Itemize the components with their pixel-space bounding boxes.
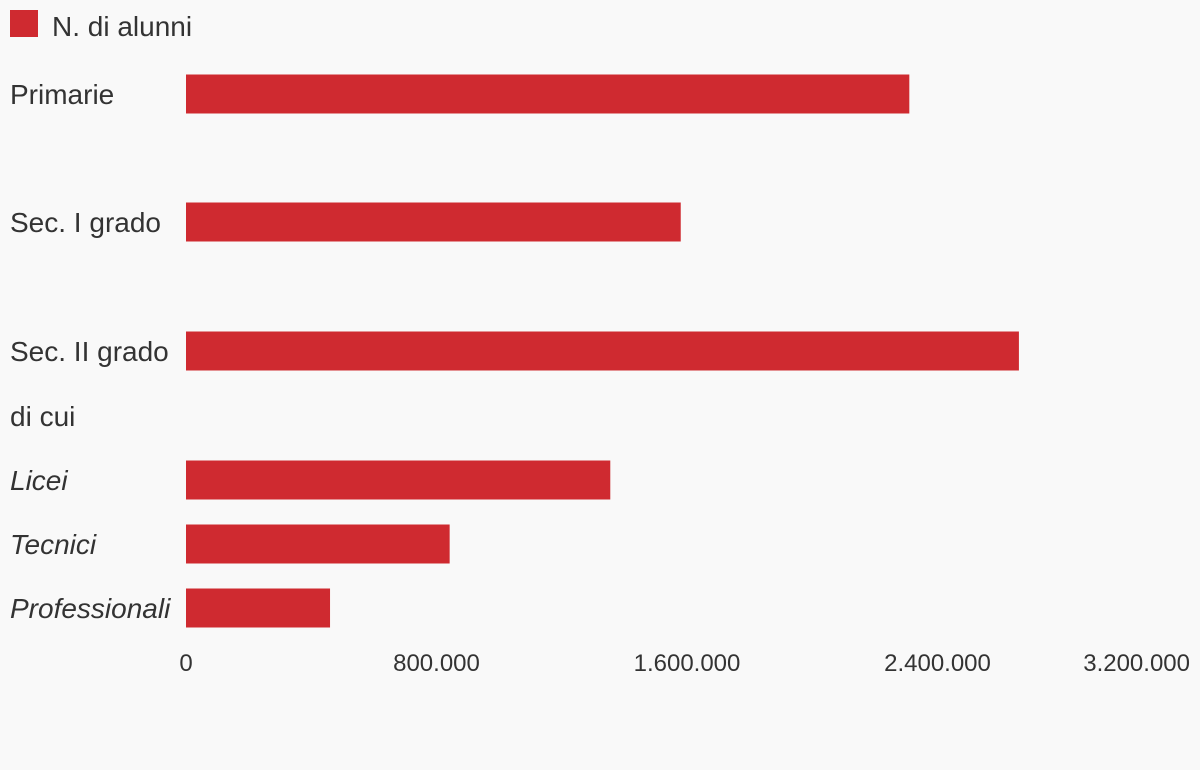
bar-sec-ii-grado bbox=[186, 331, 1019, 371]
legend-swatch bbox=[10, 10, 38, 37]
category-labels: Primarie Sec. I grado Sec. II grado di cui L… bbox=[10, 79, 171, 624]
category-label-di-cui: di cui bbox=[10, 401, 75, 432]
x-tick-label: 2.400.000 bbox=[884, 650, 991, 677]
category-label-professionali: Professionali bbox=[10, 593, 171, 624]
category-label-tecnici: Tecnici bbox=[10, 529, 97, 560]
category-label-licei: Licei bbox=[10, 465, 68, 496]
bar-professionali bbox=[186, 588, 331, 628]
legend-label-n-di-alunni: N. di alunni bbox=[52, 11, 192, 42]
x-tick-label: 0 bbox=[179, 650, 192, 677]
legend: N. di alunni bbox=[10, 10, 192, 42]
category-label-primarie: Primarie bbox=[10, 79, 114, 110]
bar-licei bbox=[186, 460, 611, 500]
category-label-sec-i-grado: Sec. I grado bbox=[10, 207, 161, 238]
x-tick-label: 800.000 bbox=[393, 650, 480, 677]
bars bbox=[186, 74, 1019, 628]
bar-tecnici bbox=[186, 524, 450, 564]
category-label-sec-ii-grado: Sec. II grado bbox=[10, 336, 169, 367]
x-tick-label: 1.600.000 bbox=[634, 650, 741, 677]
x-tick-label: 3.200.000 bbox=[1083, 650, 1190, 677]
bar-sec-i-grado bbox=[186, 202, 681, 242]
x-axis-tick-labels: 0 800.000 1.600.000 2.400.000 3.200.000 bbox=[179, 650, 1190, 677]
bar-primarie bbox=[186, 74, 910, 114]
